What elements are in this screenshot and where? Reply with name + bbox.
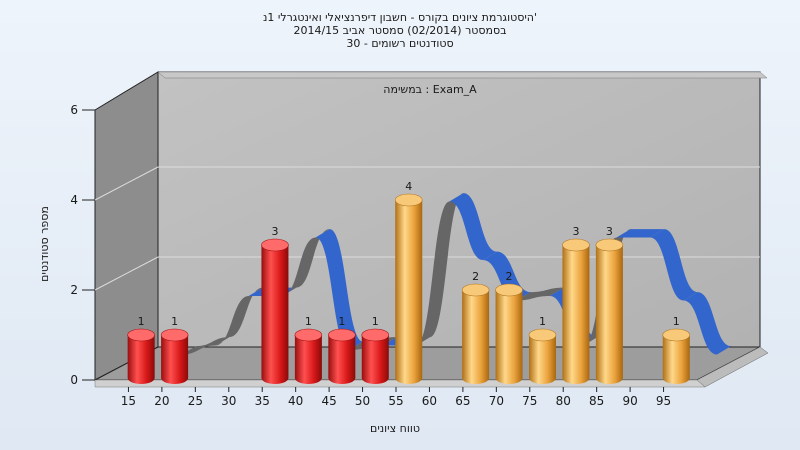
x-tick-label: 60 bbox=[422, 394, 437, 408]
bar-body bbox=[495, 290, 523, 384]
curve-segment bbox=[315, 229, 364, 350]
bar-37.5: 3 bbox=[261, 225, 289, 384]
gridline-left-4 bbox=[94, 166, 159, 201]
bar-top bbox=[528, 328, 557, 342]
bar-body bbox=[395, 200, 423, 384]
bar-52.5: 1 bbox=[361, 315, 390, 384]
bar-body bbox=[161, 335, 189, 384]
bar-top bbox=[261, 238, 289, 252]
bar-body bbox=[294, 335, 322, 384]
bar-top bbox=[595, 238, 624, 252]
y-axis-ticks: 0 2 4 6 bbox=[70, 103, 95, 387]
x-tick-label: 75 bbox=[522, 394, 537, 408]
y-axis-title: מספר סטודנטים bbox=[38, 206, 51, 282]
gridlines bbox=[94, 166, 760, 291]
bar-label: 1 bbox=[673, 315, 680, 328]
curve-segment bbox=[683, 292, 731, 355]
bar-top bbox=[294, 328, 323, 342]
bar-label: 1 bbox=[305, 315, 312, 328]
top-edge bbox=[157, 71, 768, 79]
x-tick-label: 25 bbox=[188, 394, 203, 408]
x-tick-label: 80 bbox=[556, 394, 571, 408]
title-line-1: היסטוגרמת ציונים בקורס - חשבון דיפרנציאל… bbox=[263, 11, 537, 24]
x-tick-label: 45 bbox=[321, 394, 336, 408]
curve-segment bbox=[616, 229, 665, 238]
bar-body bbox=[662, 335, 690, 384]
bar-body bbox=[595, 245, 623, 384]
x-tick-label: 50 bbox=[355, 394, 370, 408]
x-axis-ticks: 15 20 25 30 35 40 45 50 55 60 65 70 75 80 85 90 95 bbox=[121, 387, 671, 408]
curve-segment bbox=[416, 193, 464, 346]
bar-label: 1 bbox=[372, 315, 379, 328]
curve-segment bbox=[282, 229, 330, 296]
bar-body bbox=[127, 335, 155, 384]
curve-segment bbox=[516, 287, 564, 301]
bar-top bbox=[160, 328, 189, 342]
bar-body bbox=[562, 245, 590, 384]
x-tick-label: 90 bbox=[622, 394, 637, 408]
bar-top bbox=[495, 283, 523, 297]
bar-top bbox=[461, 283, 490, 297]
bar-82.5: 3 bbox=[562, 225, 590, 384]
bar-body bbox=[261, 245, 289, 384]
annotation-exam: במשימה : Exam_A bbox=[383, 83, 477, 96]
x-tick-label: 85 bbox=[589, 394, 604, 408]
bar-label: 1 bbox=[138, 315, 145, 328]
curve-segment bbox=[650, 229, 698, 301]
bar-22.5: 1 bbox=[160, 315, 189, 384]
bar-label: 1 bbox=[539, 315, 546, 328]
bar-label: 1 bbox=[171, 315, 178, 328]
bar-top bbox=[394, 193, 423, 207]
x-tick-label: 40 bbox=[288, 394, 303, 408]
bar-body bbox=[462, 290, 490, 384]
bar-top bbox=[662, 328, 691, 342]
x-tick-label: 30 bbox=[221, 394, 236, 408]
curve-segment bbox=[215, 287, 263, 346]
bar-72.5: 2 bbox=[495, 270, 523, 384]
bar-label: 3 bbox=[606, 225, 613, 238]
x-tick-label: 15 bbox=[121, 394, 136, 408]
bar-top bbox=[562, 238, 590, 252]
bar-body bbox=[361, 335, 389, 384]
y-tick-label: 0 bbox=[70, 373, 78, 387]
y-tick-label: 4 bbox=[70, 193, 78, 207]
curve-segment bbox=[449, 193, 497, 260]
title-line-2: בסמסטר (02/2014) סמסטר אביב 2014/15 bbox=[293, 24, 506, 37]
title-line-3: סטודנטים רשומים - 30 bbox=[346, 37, 453, 50]
x-tick-label: 70 bbox=[489, 394, 504, 408]
x-tick-label: 65 bbox=[455, 394, 470, 408]
bar-top bbox=[361, 328, 390, 342]
x-tick-label: 35 bbox=[255, 394, 270, 408]
bar-label: 4 bbox=[405, 180, 412, 193]
bar-77.5: 1 bbox=[528, 315, 557, 384]
bar-67.5: 2 bbox=[461, 270, 490, 384]
x-axis-title: טווח ציונים bbox=[370, 422, 420, 435]
bar-42.5: 1 bbox=[294, 315, 323, 384]
chart-title: היסטוגרמת ציונים בקורס - חשבון דיפרנציאל… bbox=[263, 11, 537, 50]
bar-17.5: 1 bbox=[127, 315, 155, 384]
x-tick-label: 20 bbox=[154, 394, 169, 408]
bars-group: 1 1 3 1 1 1 4 2 2 1 3 3 1 bbox=[127, 180, 691, 384]
bar-47.5: 1 bbox=[328, 315, 356, 384]
y-tick-label: 6 bbox=[70, 103, 78, 117]
bar-87.5: 3 bbox=[595, 225, 624, 384]
bar-top bbox=[328, 328, 356, 342]
curve-segment bbox=[181, 337, 230, 355]
bar-label: 2 bbox=[506, 270, 513, 283]
gridline-left-2 bbox=[94, 256, 159, 291]
bar-label: 3 bbox=[572, 225, 579, 238]
x-tick-label: 95 bbox=[656, 394, 671, 408]
bar-body bbox=[529, 335, 556, 384]
bar-label: 2 bbox=[472, 270, 479, 283]
bar-97.5: 1 bbox=[662, 315, 691, 384]
bar-57.5: 4 bbox=[394, 180, 423, 384]
y-tick-label: 2 bbox=[70, 283, 78, 297]
bar-top bbox=[127, 328, 155, 342]
bar-label: 1 bbox=[338, 315, 345, 328]
bar-label: 3 bbox=[271, 225, 278, 238]
bar-body bbox=[328, 335, 356, 384]
x-tick-label: 55 bbox=[388, 394, 403, 408]
